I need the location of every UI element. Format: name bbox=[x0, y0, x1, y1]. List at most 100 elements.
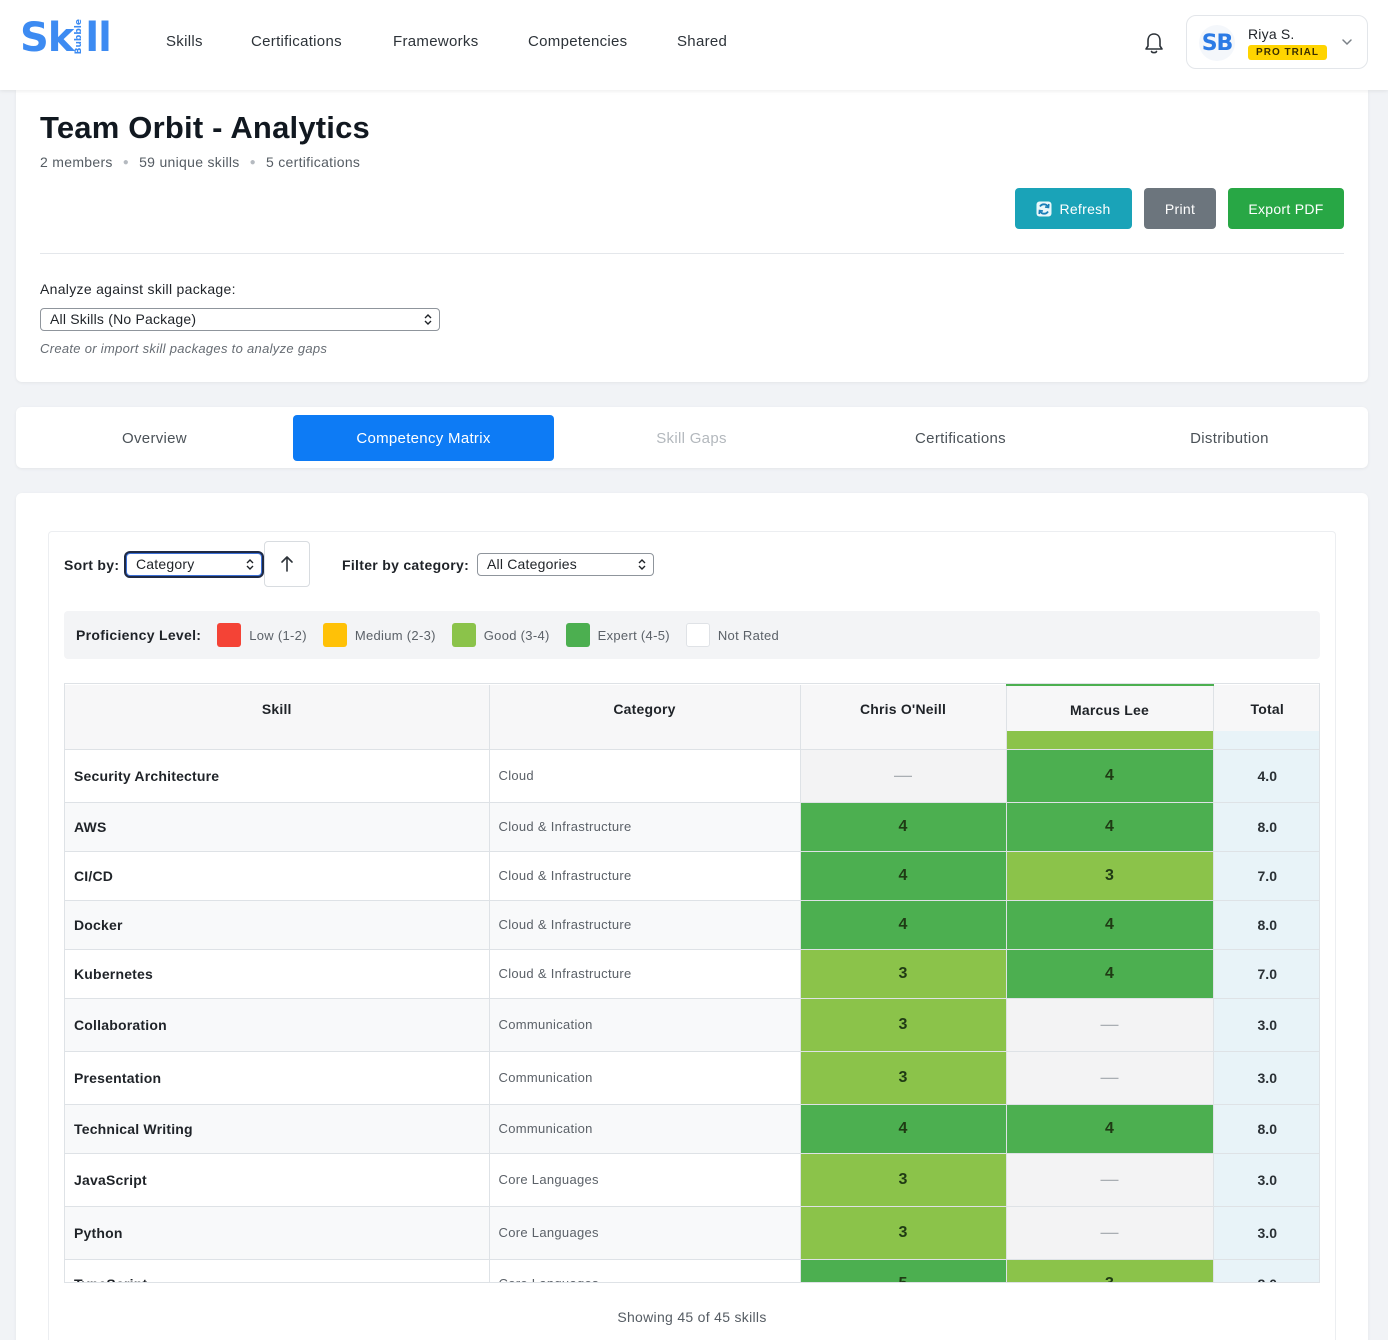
divider bbox=[40, 253, 1344, 254]
proficiency-cell[interactable]: 4 bbox=[1006, 749, 1214, 803]
sort-select[interactable]: Category bbox=[126, 553, 262, 576]
nav-frameworks[interactable]: Frameworks bbox=[393, 33, 479, 50]
filter-select-value: All Categories bbox=[487, 556, 577, 572]
tab-competency-matrix[interactable]: Competency Matrix bbox=[293, 415, 554, 461]
table-row: Presentation Communication 3—3.0 bbox=[65, 1051, 1319, 1105]
skill-total: 3.0 bbox=[1213, 1153, 1319, 1207]
skill-category: Cloud & Infrastructure bbox=[489, 851, 801, 901]
table-row: Docker Cloud & Infrastructure 4 4 8.0 bbox=[65, 900, 1319, 950]
category-filter-select[interactable]: All Categories bbox=[477, 553, 654, 576]
nav-certifications[interactable]: Certifications bbox=[251, 33, 342, 50]
package-select[interactable]: All Skills (No Package) bbox=[40, 308, 440, 331]
sort-select-value: Category bbox=[136, 556, 195, 572]
skill-category: Cloud & Infrastructure bbox=[489, 949, 801, 999]
select-arrows-icon bbox=[638, 559, 646, 570]
tab-overview[interactable]: Overview bbox=[122, 429, 187, 447]
proficiency-cell[interactable]: 3 bbox=[1006, 851, 1214, 901]
skill-name: CI/CD bbox=[65, 851, 490, 901]
skill-name: JavaScript bbox=[65, 1153, 490, 1207]
table-row: Kubernetes Cloud & Infrastructure 3 4 7.0 bbox=[65, 949, 1319, 999]
proficiency-cell[interactable]: 4 bbox=[800, 900, 1007, 950]
proficiency-cell[interactable]: 4 bbox=[800, 851, 1007, 901]
skill-name: Kubernetes bbox=[65, 949, 490, 999]
print-button[interactable]: Print bbox=[1144, 188, 1216, 229]
refresh-icon bbox=[1036, 201, 1052, 216]
legend-label: Medium (2-3) bbox=[354, 627, 436, 643]
col-header-member[interactable]: Chris O'Neill bbox=[800, 685, 1007, 750]
col-header-member[interactable]: Marcus Lee bbox=[1006, 684, 1214, 750]
tab-skill-gaps[interactable]: Skill Gaps bbox=[656, 429, 727, 447]
competency-matrix-card: Sort by: Category Filter by category: Al… bbox=[16, 493, 1368, 1340]
table-row: JavaScript Core Languages 3—3.0 bbox=[65, 1153, 1319, 1207]
proficiency-cell[interactable]: 4 bbox=[800, 802, 1007, 852]
proficiency-cell-empty[interactable]: — bbox=[1006, 998, 1214, 1052]
proficiency-cell[interactable]: 3 bbox=[800, 949, 1007, 999]
user-menu[interactable]: SB Riya S. PRO TRIAL bbox=[1186, 15, 1368, 69]
logo[interactable]: Sk Bubble ll bbox=[20, 15, 112, 61]
col-header-category[interactable]: Category bbox=[489, 685, 801, 750]
proficiency-cell[interactable]: 4 bbox=[1006, 802, 1214, 852]
skill-category: Cloud bbox=[489, 749, 801, 803]
legend-swatch bbox=[451, 623, 476, 647]
proficiency-cell[interactable]: 4 bbox=[1006, 949, 1214, 999]
legend-label: Good (3-4) bbox=[483, 627, 550, 643]
skill-total: 7.0 bbox=[1213, 949, 1319, 999]
nav-skills[interactable]: Skills bbox=[166, 33, 203, 50]
bell-icon[interactable] bbox=[1143, 31, 1165, 55]
refresh-button[interactable]: Refresh bbox=[1015, 188, 1132, 229]
nav-competencies[interactable]: Competencies bbox=[528, 33, 628, 50]
legend-expert: Expert (4-5) bbox=[565, 623, 670, 647]
skill-total: 3.0 bbox=[1213, 1206, 1319, 1260]
proficiency-cell[interactable]: 4 bbox=[1006, 1104, 1214, 1154]
proficiency-cell[interactable]: 3 bbox=[800, 1051, 1007, 1105]
skill-category: Communication bbox=[489, 1104, 801, 1154]
proficiency-cell-empty[interactable]: — bbox=[1006, 1051, 1214, 1105]
proficiency-cell[interactable]: 3 bbox=[1006, 1259, 1214, 1282]
table-row: TypeScriptCore Languages538.0 bbox=[65, 1259, 1319, 1282]
package-label: Analyze against skill package: bbox=[40, 281, 236, 297]
skill-total: 3.0 bbox=[1213, 998, 1319, 1052]
legend-good: Good (3-4) bbox=[451, 623, 550, 647]
legend-not-rated: Not Rated bbox=[685, 623, 779, 647]
legend-swatch bbox=[565, 623, 590, 647]
skill-total: 8.0 bbox=[1213, 900, 1319, 950]
tab-certifications[interactable]: Certifications bbox=[915, 429, 1006, 447]
user-name: Riya S. bbox=[1248, 26, 1295, 42]
table-header-row: Skill Category Chris O'Neill Marcus Lee … bbox=[65, 684, 1319, 750]
avatar: SB bbox=[1199, 25, 1235, 61]
select-arrows-icon bbox=[246, 559, 254, 570]
sort-direction-button[interactable] bbox=[264, 541, 310, 587]
skill-name: TypeScript bbox=[65, 1259, 490, 1282]
skill-total: 8.0 bbox=[1213, 1259, 1319, 1282]
proficiency-cell[interactable]: 3 bbox=[800, 1153, 1007, 1207]
table-row: Technical Writing Communication 4 4 8.0 bbox=[65, 1104, 1319, 1154]
proficiency-cell-empty[interactable]: — bbox=[1006, 1206, 1214, 1260]
plan-badge: PRO TRIAL bbox=[1248, 45, 1327, 60]
export-pdf-button[interactable]: Export PDF bbox=[1228, 188, 1344, 229]
skill-name: Collaboration bbox=[65, 998, 490, 1052]
chevron-down-icon bbox=[1342, 39, 1352, 46]
package-select-value: All Skills (No Package) bbox=[50, 311, 197, 327]
proficiency-cell-empty[interactable]: — bbox=[800, 749, 1007, 803]
proficiency-cell[interactable]: 3 bbox=[800, 998, 1007, 1052]
skill-name: Security Architecture bbox=[65, 749, 490, 803]
tab-distribution[interactable]: Distribution bbox=[1190, 429, 1269, 447]
matrix-table-container[interactable]: Skill Category Chris O'Neill Marcus Lee … bbox=[64, 683, 1320, 1283]
arrow-up-icon bbox=[281, 556, 293, 572]
table-row: AWS Cloud & Infrastructure 4 4 8.0 bbox=[65, 802, 1319, 852]
skill-name: Presentation bbox=[65, 1051, 490, 1105]
matrix-body: Security Architecture Cloud —4 4.0 AWS Cloud … bbox=[65, 749, 1319, 1282]
proficiency-cell[interactable]: 4 bbox=[800, 1104, 1007, 1154]
skill-category: Communication bbox=[489, 998, 801, 1052]
col-header-total[interactable]: Total bbox=[1213, 685, 1319, 750]
analytics-tabs: Overview Competency Matrix Skill Gaps Ce… bbox=[16, 407, 1368, 468]
team-meta: 2 members ● 59 unique skills ● 5 certifi… bbox=[40, 154, 360, 170]
proficiency-cell-empty[interactable]: — bbox=[1006, 1153, 1214, 1207]
nav-shared[interactable]: Shared bbox=[677, 33, 728, 50]
proficiency-cell[interactable]: 4 bbox=[1006, 900, 1214, 950]
proficiency-cell[interactable]: 3 bbox=[800, 1206, 1007, 1260]
logo-end: ll bbox=[85, 15, 111, 61]
proficiency-cell[interactable]: 5 bbox=[800, 1259, 1007, 1282]
col-header-skill[interactable]: Skill bbox=[65, 685, 490, 750]
table-row: CI/CD Cloud & Infrastructure 4 3 7.0 bbox=[65, 851, 1319, 901]
